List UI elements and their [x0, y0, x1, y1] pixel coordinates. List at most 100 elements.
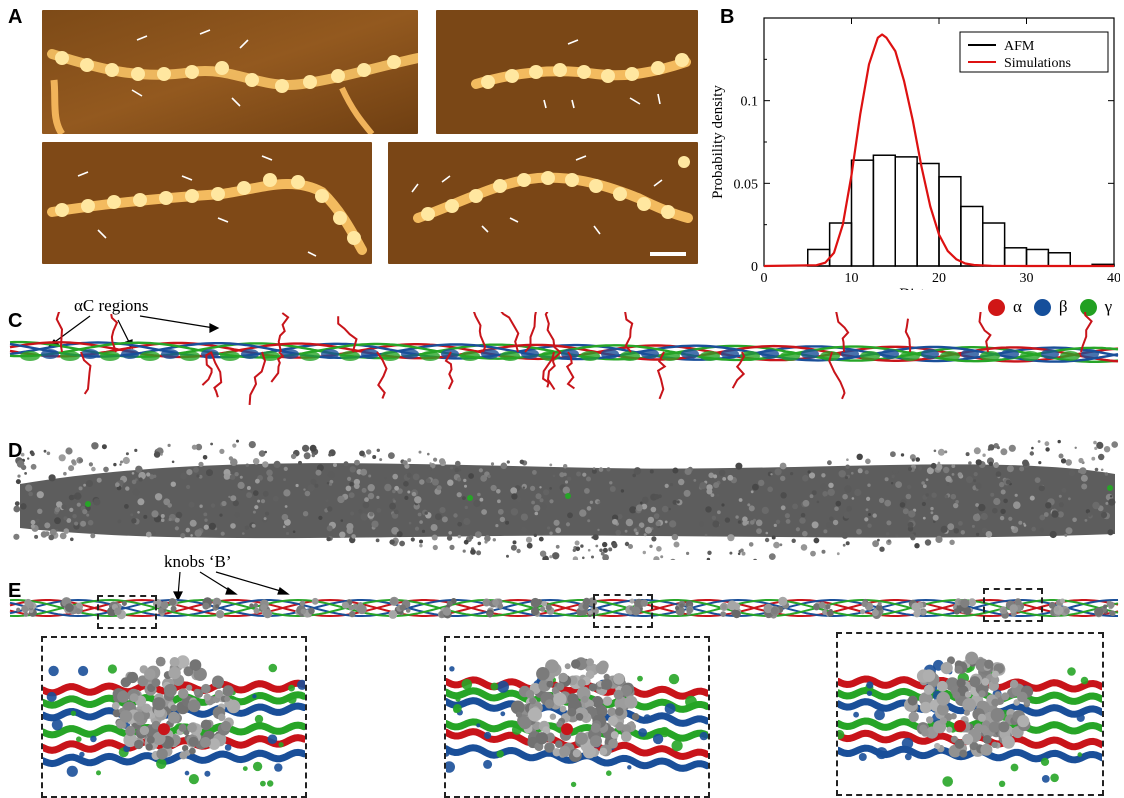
alpha-c-region — [337, 316, 358, 353]
surface-atom — [553, 519, 560, 526]
beta-node — [361, 349, 379, 359]
surface-atom — [353, 478, 360, 486]
surface-atom — [228, 495, 231, 499]
surface-atom — [96, 477, 102, 483]
surface-atom — [418, 450, 422, 454]
surface-atom — [516, 497, 522, 503]
surface-atom — [980, 512, 988, 521]
surface-atom — [124, 504, 129, 509]
knob-b — [295, 597, 319, 618]
afm-image-3-graphic — [42, 142, 372, 264]
afm-image-1 — [42, 10, 418, 134]
surface-atom — [252, 458, 260, 465]
knob-b-zoomed — [111, 655, 241, 760]
surface-atom — [1100, 468, 1104, 472]
surface-atom — [591, 555, 594, 559]
surface-atom — [965, 452, 970, 457]
surface-atom — [779, 462, 787, 470]
surface-atom — [91, 442, 99, 450]
surface-atom — [454, 467, 460, 473]
surface-atom — [397, 488, 403, 494]
surface-atom — [30, 524, 35, 529]
surface-atom — [327, 471, 335, 479]
surface-atom — [497, 508, 504, 515]
surface-atom — [670, 558, 676, 560]
surface-atom — [944, 450, 948, 454]
surface-atom — [846, 458, 849, 461]
surface-atom — [86, 513, 90, 517]
alpha-residue — [954, 720, 966, 732]
surface-atom — [78, 458, 84, 463]
surface-atom — [284, 518, 291, 526]
surface-atom — [304, 490, 311, 497]
surface-atom — [531, 500, 535, 505]
surface-atom — [1003, 498, 1008, 504]
knob-b — [202, 597, 225, 619]
chain-residue — [70, 710, 77, 716]
surface-atom — [414, 526, 420, 531]
gamma-node — [180, 351, 200, 361]
surface-atom — [360, 513, 368, 521]
surface-atom — [137, 498, 145, 506]
surface-atom — [712, 520, 720, 528]
alpha-c-region — [270, 351, 285, 383]
chain-residue — [107, 664, 117, 674]
surface-atom — [907, 526, 914, 532]
legend-gamma-dot — [1079, 298, 1097, 316]
beta-node — [1081, 349, 1099, 359]
surface-atom — [656, 546, 662, 552]
surface-atom — [958, 521, 963, 526]
surface-atom — [379, 458, 383, 462]
surface-atom — [407, 490, 411, 494]
surface-atom — [219, 513, 223, 517]
surface-atom — [678, 478, 685, 486]
surface-atom — [455, 460, 461, 467]
surface-atom — [981, 527, 988, 534]
surface-atom — [827, 460, 832, 466]
surface-atom — [368, 474, 372, 478]
surface-atom — [78, 486, 83, 491]
legend-gamma-label: γ — [1104, 297, 1113, 316]
surface-atom — [719, 469, 726, 476]
fibril-knob-graphic — [9, 596, 1119, 620]
surface-atom — [1058, 502, 1064, 508]
chain-residue — [288, 684, 295, 692]
surface-atom — [872, 513, 877, 518]
surface-atom — [188, 501, 195, 508]
gamma-node — [780, 351, 800, 361]
surface-atom — [865, 508, 869, 512]
gamma-node — [420, 351, 440, 361]
surface-atom — [506, 554, 509, 558]
surface-atom — [672, 467, 679, 474]
surface-atom — [349, 466, 356, 473]
afm-image-1-graphic — [42, 10, 418, 134]
surface-atom — [755, 519, 763, 527]
surface-atom — [1061, 487, 1067, 493]
surface-atom — [430, 463, 436, 469]
x-tick-label: 20 — [932, 271, 946, 286]
surface-atom — [1029, 451, 1035, 456]
surface-atom — [555, 544, 560, 549]
surface-atom — [821, 473, 826, 478]
surface-atom — [1103, 446, 1111, 453]
surface-atom — [632, 473, 636, 478]
histogram-bar — [1047, 252, 1071, 267]
surface-atom — [807, 470, 811, 474]
surface-atom — [660, 555, 664, 559]
surface-atom — [362, 501, 370, 509]
surface-atom — [599, 548, 603, 553]
surface-atom — [221, 500, 227, 507]
histogram-bar — [894, 156, 918, 267]
surface-atom — [1065, 459, 1072, 466]
surface-atom — [490, 484, 497, 492]
surface-atom — [264, 450, 268, 454]
knob-b — [16, 598, 37, 617]
histogram-bar — [1025, 248, 1050, 267]
surface-atom — [15, 479, 21, 485]
surface-atom — [735, 515, 739, 519]
surface-atom — [470, 549, 476, 555]
surface-atom — [367, 484, 375, 492]
knob-b — [437, 598, 457, 619]
x-tick-label: 10 — [845, 271, 859, 286]
surface-atom — [1068, 497, 1071, 501]
